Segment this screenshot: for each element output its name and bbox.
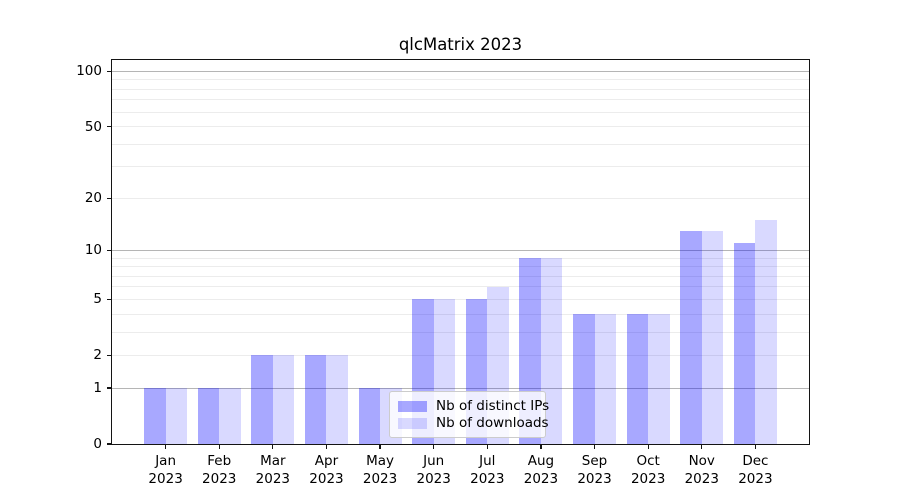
minor-gridline bbox=[112, 111, 809, 113]
y-tickmark bbox=[107, 387, 112, 389]
x-tick-label: Mar 2023 bbox=[255, 453, 291, 488]
minor-gridline bbox=[112, 275, 809, 277]
x-tickmark bbox=[272, 444, 274, 449]
x-tick-label: Jun 2023 bbox=[416, 453, 451, 488]
x-tick-label: Jan 2023 bbox=[148, 453, 183, 488]
major-gridline bbox=[112, 70, 809, 72]
bar-distinct-ips bbox=[573, 314, 595, 444]
y-tickmark bbox=[107, 354, 112, 356]
bar-downloads bbox=[326, 355, 348, 444]
y-tick-label: 20 bbox=[84, 190, 102, 207]
x-tick-label: Dec 2023 bbox=[738, 453, 773, 488]
x-tickmark bbox=[379, 444, 381, 449]
bar-downloads bbox=[755, 220, 777, 444]
x-tick-label: Oct 2023 bbox=[630, 453, 666, 488]
y-tick-label: 2 bbox=[93, 347, 102, 364]
x-tickmark bbox=[701, 444, 703, 449]
minor-gridline bbox=[112, 88, 809, 90]
minor-gridline bbox=[112, 126, 809, 128]
x-tick-label: Sep 2023 bbox=[577, 453, 612, 488]
y-tickmark bbox=[107, 249, 112, 252]
minor-gridline bbox=[112, 197, 809, 199]
minor-gridline bbox=[112, 298, 809, 300]
legend-label: Nb of downloads bbox=[436, 415, 549, 431]
bar-distinct-ips bbox=[251, 355, 273, 444]
x-tickmark bbox=[325, 444, 328, 449]
y-tickmark bbox=[107, 298, 112, 300]
bar-distinct-ips bbox=[680, 230, 702, 444]
y-tick-label: 0 bbox=[93, 436, 102, 452]
minor-gridline bbox=[112, 166, 809, 168]
major-gridline bbox=[112, 387, 809, 389]
minor-gridline bbox=[112, 331, 809, 333]
bar-distinct-ips bbox=[626, 314, 649, 444]
bar-downloads bbox=[219, 388, 241, 444]
bar-downloads bbox=[272, 355, 295, 444]
y-tickmark bbox=[107, 197, 112, 199]
x-tick-label: Feb 2023 bbox=[202, 453, 237, 488]
minor-gridline bbox=[112, 266, 809, 268]
y-tick-label: 1 bbox=[93, 380, 102, 397]
x-tickmark bbox=[647, 444, 649, 449]
minor-gridline bbox=[112, 143, 809, 145]
x-tickmark bbox=[754, 444, 757, 449]
bar-distinct-ips bbox=[358, 388, 381, 444]
legend-label: Nb of distinct IPs bbox=[436, 398, 550, 414]
legend: Nb of distinct IPs Nb of downloads bbox=[389, 391, 549, 438]
distinct-ips-swatch-icon bbox=[398, 400, 427, 412]
bar-downloads bbox=[540, 258, 563, 444]
y-tick-label: 100 bbox=[76, 63, 102, 80]
y-tick-label: 10 bbox=[84, 242, 102, 259]
x-tickmark bbox=[218, 444, 220, 449]
x-tick-label: Apr 2023 bbox=[309, 453, 344, 488]
y-tickmark bbox=[107, 443, 112, 445]
y-tick-label: 5 bbox=[93, 291, 102, 308]
downloads-swatch-icon bbox=[398, 417, 427, 429]
bar-downloads bbox=[594, 314, 616, 444]
minor-gridline bbox=[112, 286, 809, 288]
x-tick-label: Jul 2023 bbox=[470, 453, 505, 488]
x-tickmark bbox=[433, 444, 435, 449]
bar-distinct-ips bbox=[144, 388, 166, 444]
minor-gridline bbox=[112, 257, 809, 259]
y-tickmark bbox=[107, 125, 112, 128]
x-tick-label: Nov 2023 bbox=[684, 453, 719, 488]
bar-downloads bbox=[648, 314, 670, 444]
x-tick-label: May 2023 bbox=[362, 453, 398, 488]
minor-gridline bbox=[112, 79, 809, 81]
legend-entry: Nb of downloads bbox=[398, 415, 549, 431]
chart-title: qlcMatrix 2023 bbox=[398, 35, 523, 54]
major-gridline bbox=[112, 249, 809, 251]
bar-downloads bbox=[165, 388, 188, 444]
x-tick-label: Aug 2023 bbox=[523, 453, 559, 488]
minor-gridline bbox=[112, 354, 809, 356]
x-tickmark bbox=[540, 444, 542, 449]
minor-gridline bbox=[112, 99, 809, 101]
y-tick-label: 50 bbox=[84, 118, 102, 135]
minor-gridline bbox=[112, 313, 809, 315]
x-tickmark bbox=[164, 444, 167, 449]
plot-area bbox=[111, 59, 810, 445]
x-tickmark bbox=[593, 444, 596, 449]
bar-distinct-ips bbox=[305, 355, 327, 444]
bar-distinct-ips bbox=[733, 243, 756, 444]
bar-downloads bbox=[701, 230, 724, 444]
y-tickmark bbox=[107, 70, 112, 73]
legend-entry: Nb of distinct IPs bbox=[398, 398, 549, 414]
x-tickmark bbox=[486, 444, 488, 449]
bar-distinct-ips bbox=[197, 388, 220, 444]
